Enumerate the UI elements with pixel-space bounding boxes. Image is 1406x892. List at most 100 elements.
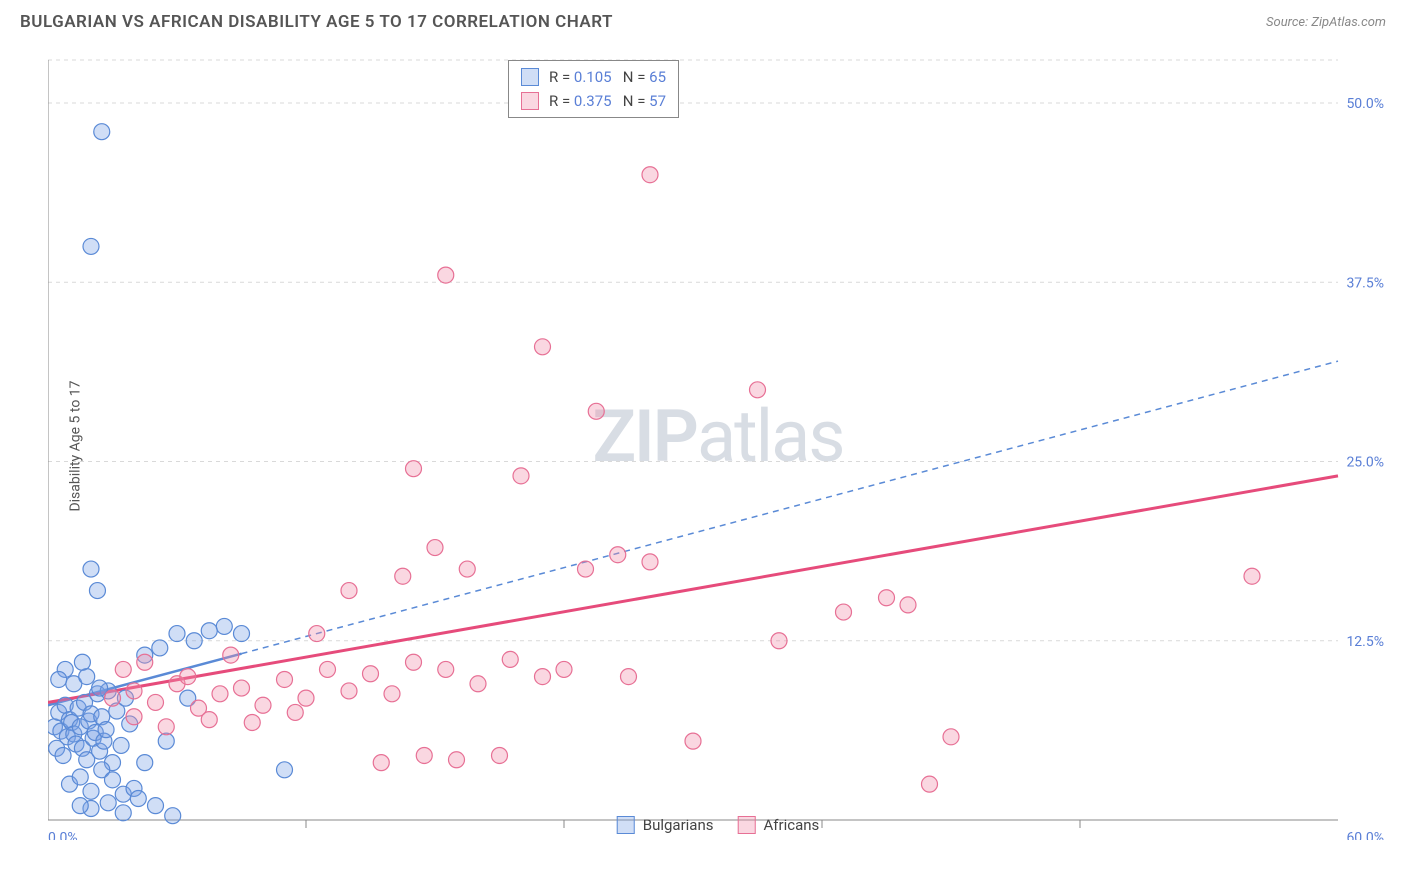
data-point [79, 669, 95, 685]
stats-row: R = 0.375 N = 57 [521, 89, 666, 113]
legend-label: Africans [763, 816, 819, 834]
legend-item: Africans [737, 816, 819, 834]
data-point [169, 626, 185, 642]
data-point [470, 676, 486, 692]
data-point [406, 654, 422, 670]
data-point [535, 669, 551, 685]
data-point [113, 737, 129, 753]
data-point [922, 776, 938, 792]
data-point [836, 604, 852, 620]
data-point [115, 661, 131, 677]
data-point [1244, 568, 1260, 584]
data-point [750, 382, 766, 398]
data-point [234, 680, 250, 696]
data-point [298, 690, 314, 706]
stats-box: R = 0.105 N = 65R = 0.375 N = 57 [508, 60, 679, 118]
legend-label: Bulgarians [643, 816, 714, 834]
data-point [223, 647, 239, 663]
data-point [89, 583, 105, 599]
series-swatch [521, 68, 539, 86]
data-point [309, 626, 325, 642]
data-point [556, 661, 572, 677]
data-point [51, 671, 67, 687]
data-point [341, 583, 357, 599]
data-point [158, 733, 174, 749]
data-point [72, 798, 88, 814]
data-point [438, 267, 454, 283]
data-point [277, 762, 293, 778]
data-point [201, 712, 217, 728]
data-point [406, 461, 422, 477]
data-point [277, 671, 293, 687]
data-point [502, 651, 518, 667]
data-point [416, 747, 432, 763]
data-point [234, 626, 250, 642]
data-point [98, 722, 114, 738]
x-max-label: 60.0% [1346, 830, 1384, 840]
data-point [216, 618, 232, 634]
data-point [879, 590, 895, 606]
data-point [212, 686, 228, 702]
data-point [685, 733, 701, 749]
data-point [384, 686, 400, 702]
data-point [438, 661, 454, 677]
data-point [137, 755, 153, 771]
data-point [83, 783, 99, 799]
data-point [105, 690, 121, 706]
data-point [492, 747, 508, 763]
data-point [148, 798, 164, 814]
data-point [642, 167, 658, 183]
data-point [201, 623, 217, 639]
chart-title: BULGARIAN VS AFRICAN DISABILITY AGE 5 TO… [20, 12, 613, 32]
data-point [100, 795, 116, 811]
data-point [642, 554, 658, 570]
data-point [105, 772, 121, 788]
data-point [244, 714, 260, 730]
data-point [83, 561, 99, 577]
data-point [55, 747, 71, 763]
data-point [74, 654, 90, 670]
data-point [610, 547, 626, 563]
data-point [152, 640, 168, 656]
y-tick-label: 25.0% [1346, 455, 1384, 471]
data-point [83, 238, 99, 254]
chart-source: Source: ZipAtlas.com [1266, 15, 1386, 30]
data-point [186, 633, 202, 649]
data-point [771, 633, 787, 649]
x-min-label: 0.0% [48, 830, 78, 840]
data-point [126, 683, 142, 699]
series-swatch [521, 92, 539, 110]
legend: Bulgarians Africans [617, 816, 820, 834]
plot-area: ZIPatlas 12.5%25.0%37.5%50.0%0.0%60.0% R… [48, 50, 1388, 840]
data-point [373, 755, 389, 771]
data-point [287, 704, 303, 720]
legend-swatch [737, 816, 755, 834]
data-point [158, 719, 174, 735]
y-tick-label: 37.5% [1346, 275, 1384, 291]
data-point [148, 694, 164, 710]
data-point [130, 790, 146, 806]
data-point [72, 769, 88, 785]
y-tick-label: 12.5% [1346, 634, 1384, 650]
data-point [94, 124, 110, 140]
data-point [341, 683, 357, 699]
legend-item: Bulgarians [617, 816, 714, 834]
data-point [900, 597, 916, 613]
data-point [320, 661, 336, 677]
data-point [621, 669, 637, 685]
data-point [255, 697, 271, 713]
data-point [180, 669, 196, 685]
data-point [535, 339, 551, 355]
data-point [427, 540, 443, 556]
stats-row: R = 0.105 N = 65 [521, 65, 666, 89]
data-point [137, 654, 153, 670]
data-point [126, 709, 142, 725]
data-point [459, 561, 475, 577]
y-tick-label: 50.0% [1346, 96, 1384, 112]
data-point [165, 808, 181, 824]
data-point [588, 403, 604, 419]
data-point [449, 752, 465, 768]
data-point [363, 666, 379, 682]
data-point [395, 568, 411, 584]
data-point [578, 561, 594, 577]
